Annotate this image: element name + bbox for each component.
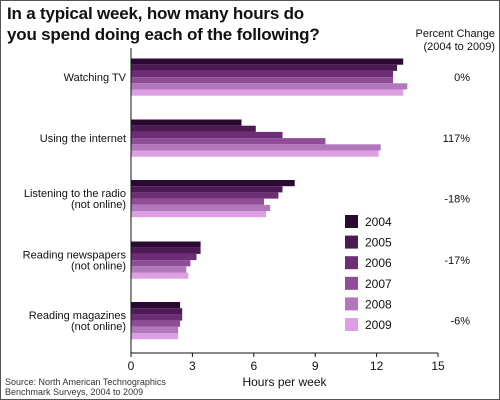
percent-change-header-line-2: (2004 to 2009) [423,41,495,53]
bar-2006-2 [131,192,279,199]
source-line-2: Benchmark Surveys, 2004 to 2009 [5,387,144,397]
x-tick-label-3: 3 [189,359,196,373]
chart-title: In a typical week, how many hours do you… [7,4,320,44]
legend-label-2006: 2006 [365,256,392,270]
bar-2006-1 [131,131,283,139]
bar-2008-0 [131,83,408,90]
bar-2006-0 [131,70,393,78]
bar-2007-0 [131,77,393,84]
legend-label-2008: 2008 [365,297,392,311]
bar-2009-1 [131,150,379,157]
bar-2004-2 [131,180,295,187]
legend-swatch-2005 [345,235,358,249]
percent-change-2: -18% [444,194,470,206]
category-label-2-1: (not online) [71,199,126,211]
bar-2004-4 [131,302,181,309]
source-note: Source: North American Technographics Be… [5,377,166,397]
legend-label-2005: 2005 [365,236,392,250]
bar-2007-4 [131,320,181,327]
bar-2005-2 [131,186,283,193]
percent-change-3: -17% [444,255,470,267]
category-label-3-0: Reading newspapers [23,250,127,262]
bar-2007-2 [131,198,264,205]
bar-2004-1 [131,119,242,126]
x-tick-label-9: 9 [312,359,319,373]
legend-swatch-2007 [345,276,358,290]
bar-2008-1 [131,144,381,151]
bar-2004-0 [131,58,404,65]
legend-swatch-2009 [345,318,358,331]
category-label-3-1: (not online) [71,261,126,273]
percent-change-4: -6% [450,316,470,328]
x-tick-label-15: 15 [431,359,445,373]
category-label-4-0: Reading magazines [29,310,127,322]
bar-2006-3 [131,253,197,261]
bar-2005-4 [131,308,183,315]
source-line-1: Source: North American Technographics [5,377,166,387]
percent-change-0: 0% [454,72,470,84]
bar-2009-3 [131,272,189,279]
legend-label-2009: 2009 [365,318,392,332]
legend-swatch-2006 [345,256,358,270]
legend-swatch-2008 [345,297,358,311]
bar-2005-0 [131,64,398,71]
bar-2005-3 [131,247,201,254]
percent-change-header: Percent Change (2004 to 2009) [416,28,496,54]
bar-2008-4 [131,326,179,333]
legend-label-2004: 2004 [365,215,392,229]
x-tick-label-0: 0 [128,359,135,373]
bar-2004-3 [131,241,201,248]
percent-change-1: 117% [443,133,471,145]
bar-2008-2 [131,204,271,211]
legend-label-2007: 2007 [365,277,392,291]
bar-2009-0 [131,89,404,96]
bar-2006-4 [131,314,183,321]
bar-2007-1 [131,138,326,145]
category-label-4-1: (not online) [71,321,126,333]
bar-2009-4 [131,333,179,340]
x-axis-title: Hours per week [242,375,327,389]
bar-2009-2 [131,211,267,218]
category-label-2-0: Listening to the radio [24,188,126,200]
category-label-1-0: Using the internet [40,133,126,145]
x-tick-label-12: 12 [370,359,384,373]
bar-2008-3 [131,266,187,273]
category-label-0-0: Watching TV [64,72,127,84]
bar-2007-3 [131,260,191,267]
legend-swatch-2004 [345,215,358,228]
bar-2005-1 [131,125,256,132]
x-tick-label-6: 6 [250,359,257,373]
percent-change-header-line-1: Percent Change [415,28,496,40]
